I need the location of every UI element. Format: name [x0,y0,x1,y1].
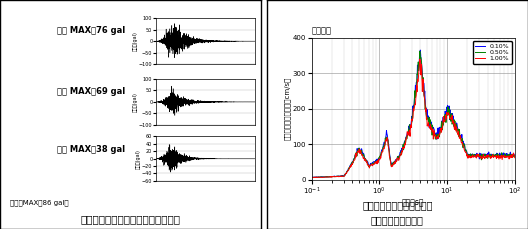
0.10% [406,131,412,134]
0.50% [476,155,482,158]
0.50% [417,50,423,53]
0.10% [507,154,514,157]
0.50% [512,155,518,158]
Text: 東西 MAX．76 gal: 東西 MAX．76 gal [58,26,126,35]
Text: 東西方向: 東西方向 [312,27,332,36]
1.00% [309,176,316,179]
Line: 1.00%: 1.00% [312,59,515,178]
Text: 上下 MAX．38 gal: 上下 MAX．38 gal [58,145,126,155]
0.10% [476,154,482,157]
1.00% [308,176,315,179]
1.00% [407,131,413,134]
Y-axis label: 加速度(gal): 加速度(gal) [136,149,140,169]
Line: 0.50%: 0.50% [312,51,515,178]
Y-axis label: 加速度(gal): 加速度(gal) [133,92,137,112]
0.10% [309,176,316,179]
0.10% [407,123,413,126]
0.10% [430,126,437,129]
0.50% [407,123,413,126]
Text: 北海道製油所で計測された地震波形: 北海道製油所で計測された地震波形 [81,214,181,224]
Y-axis label: 速度応答スペクトル（cm/s）: 速度応答スペクトル（cm/s） [285,77,291,140]
0.50% [406,128,412,131]
0.50% [507,155,514,158]
1.00% [476,155,482,158]
0.50% [308,176,315,179]
X-axis label: 周期（s）: 周期（s） [402,198,425,207]
Legend: 0.10%, 0.50%, 1.00%: 0.10%, 0.50%, 1.00% [473,41,512,64]
1.00% [419,90,426,93]
1.00% [417,58,423,61]
0.50% [419,78,426,81]
1.00% [406,133,412,136]
Text: （合成MAX．86 gal）: （合成MAX．86 gal） [11,199,69,206]
0.50% [430,132,437,135]
1.00% [512,156,518,159]
0.50% [309,176,316,179]
Text: 速度応答スペクトル: 速度応答スペクトル [371,215,424,225]
Line: 0.10%: 0.10% [312,50,515,177]
Text: 北海道製油所での地震動の: 北海道製油所での地震動の [362,200,432,210]
Y-axis label: 加速度(gal): 加速度(gal) [133,31,137,51]
1.00% [430,138,437,140]
0.10% [308,176,315,178]
0.10% [512,154,518,157]
0.10% [419,72,426,75]
Text: 南北 MAX．69 gal: 南北 MAX．69 gal [58,87,126,96]
1.00% [507,155,514,158]
0.10% [417,49,423,52]
